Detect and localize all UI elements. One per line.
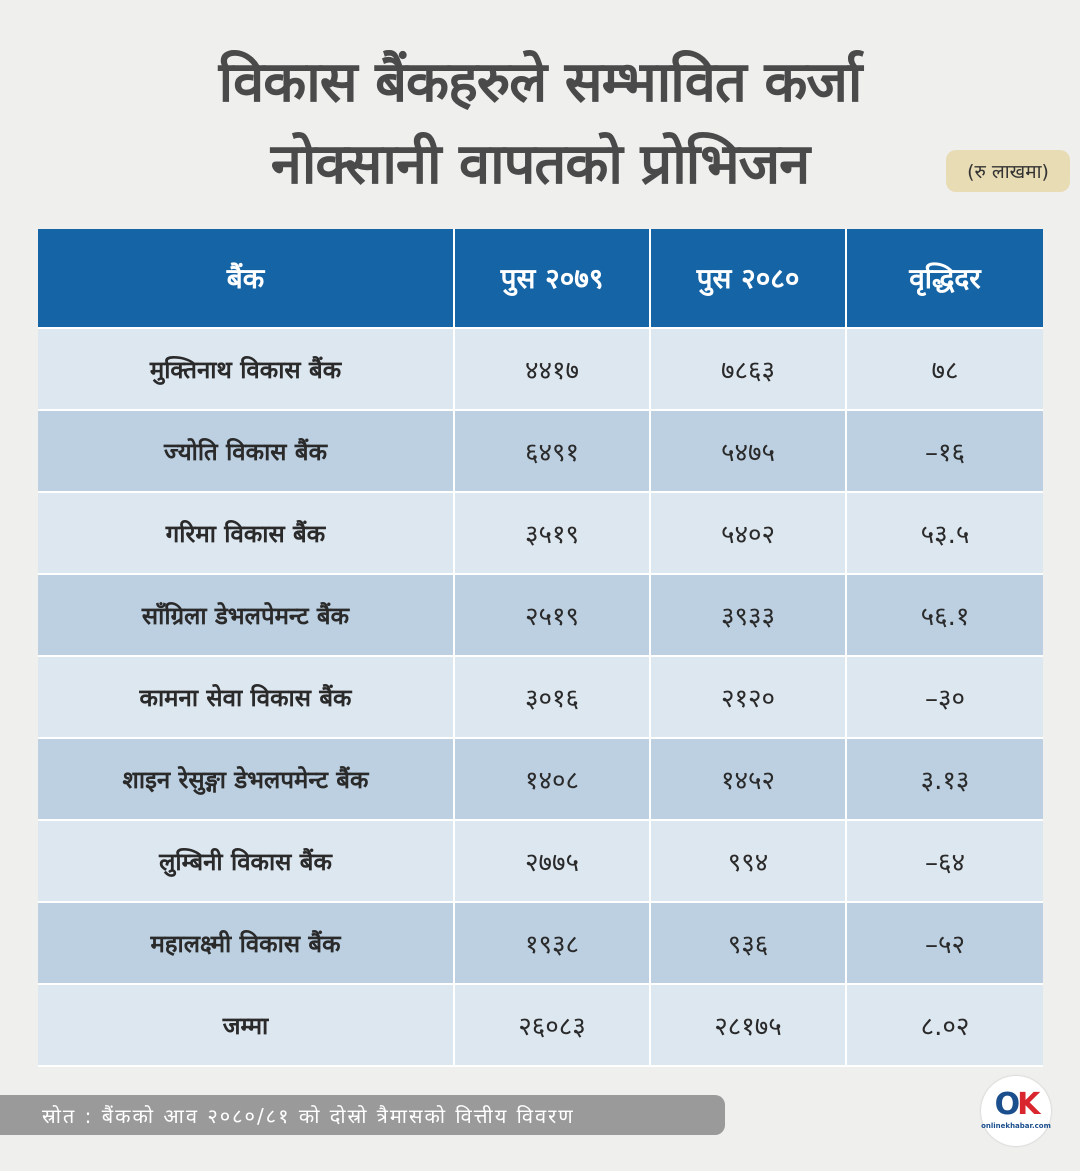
cell-push-2079: ३५१९ bbox=[455, 493, 651, 575]
cell-growth-rate: –१६ bbox=[847, 411, 1043, 493]
provision-table: बैंक पुस २०७९ पुस २०८० वृद्धिदर मुक्तिना… bbox=[38, 229, 1043, 1067]
header-bank: बैंक bbox=[38, 229, 455, 329]
cell-growth-rate: ७८ bbox=[847, 329, 1043, 411]
cell-growth-rate: –३० bbox=[847, 657, 1043, 739]
table-row: लुम्बिनी विकास बैंक २७७५ ९९४ –६४ bbox=[38, 821, 1043, 903]
cell-bank-name: गरिमा विकास बैंक bbox=[38, 493, 455, 575]
cell-push-2079: १९३८ bbox=[455, 903, 651, 985]
cell-push-2080: ३९३३ bbox=[651, 575, 847, 657]
cell-bank-name: साँग्रिला डेभलपेमन्ट बैंक bbox=[38, 575, 455, 657]
cell-push-2079: ४४१७ bbox=[455, 329, 651, 411]
unit-badge: (रु लाखमा) bbox=[946, 150, 1070, 192]
table-row: साँग्रिला डेभलपेमन्ट बैंक २५१९ ३९३३ ५६.१ bbox=[38, 575, 1043, 657]
cell-growth-rate: –६४ bbox=[847, 821, 1043, 903]
cell-push-2079: २६०८३ bbox=[455, 985, 651, 1067]
cell-bank-name: मुक्तिनाथ विकास बैंक bbox=[38, 329, 455, 411]
cell-bank-name: महालक्ष्मी विकास बैंक bbox=[38, 903, 455, 985]
cell-push-2080: ९३६ bbox=[651, 903, 847, 985]
cell-push-2080: ५४०२ bbox=[651, 493, 847, 575]
cell-push-2079: २५१९ bbox=[455, 575, 651, 657]
cell-push-2080: २८१७५ bbox=[651, 985, 847, 1067]
table-row: शाइन रेसुङ्गा डेभलपमेन्ट बैंक १४०८ १४५२ ३.१… bbox=[38, 739, 1043, 821]
cell-push-2080: २१२० bbox=[651, 657, 847, 739]
onlinekhabar-logo: OK onlinekhabar.com bbox=[981, 1076, 1051, 1146]
cell-bank-name: कामना सेवा विकास बैंक bbox=[38, 657, 455, 739]
cell-push-2079: ३०१६ bbox=[455, 657, 651, 739]
table-row: मुक्तिनाथ विकास बैंक ४४१७ ७८६३ ७८ bbox=[38, 329, 1043, 411]
cell-push-2080: ७८६३ bbox=[651, 329, 847, 411]
cell-push-2079: ६४९१ bbox=[455, 411, 651, 493]
table-row: कामना सेवा विकास बैंक ३०१६ २१२० –३० bbox=[38, 657, 1043, 739]
cell-push-2080: १४५२ bbox=[651, 739, 847, 821]
cell-growth-rate: ८.०२ bbox=[847, 985, 1043, 1067]
cell-bank-name: जम्मा bbox=[38, 985, 455, 1067]
table-row: महालक्ष्मी विकास बैंक १९३८ ९३६ –५२ bbox=[38, 903, 1043, 985]
page-title-line-2: नोक्सानी वापतको प्रोभिजन bbox=[270, 132, 810, 197]
logo-text: onlinekhabar.com bbox=[981, 1122, 1051, 1130]
cell-bank-name: ज्योति विकास बैंक bbox=[38, 411, 455, 493]
cell-push-2079: १४०८ bbox=[455, 739, 651, 821]
cell-growth-rate: ५६.१ bbox=[847, 575, 1043, 657]
source-note: स्रोत : बैंकको आव २०८०/८१ को दोस्रो त्रै… bbox=[0, 1095, 725, 1135]
cell-growth-rate: ५३.५ bbox=[847, 493, 1043, 575]
cell-push-2080: ५४७५ bbox=[651, 411, 847, 493]
cell-bank-name: शाइन रेसुङ्गा डेभलपमेन्ट बैंक bbox=[38, 739, 455, 821]
cell-push-2079: २७७५ bbox=[455, 821, 651, 903]
header-growth: वृद्धिदर bbox=[847, 229, 1043, 329]
table-row: जम्मा २६०८३ २८१७५ ८.०२ bbox=[38, 985, 1043, 1067]
table-row: गरिमा विकास बैंक ३५१९ ५४०२ ५३.५ bbox=[38, 493, 1043, 575]
cell-push-2080: ९९४ bbox=[651, 821, 847, 903]
logo-mark: OK bbox=[994, 1087, 1041, 1122]
table-header-row: बैंक पुस २०७९ पुस २०८० वृद्धिदर bbox=[38, 229, 1043, 329]
page-title-line-1: विकास बैंकहरुले सम्भावित कर्जा bbox=[218, 50, 863, 115]
table-row: ज्योति विकास बैंक ६४९१ ५४७५ –१६ bbox=[38, 411, 1043, 493]
table-body: मुक्तिनाथ विकास बैंक ४४१७ ७८६३ ७८ ज्योति विक… bbox=[38, 329, 1043, 1067]
cell-growth-rate: ३.१३ bbox=[847, 739, 1043, 821]
header-push-2079: पुस २०७९ bbox=[455, 229, 651, 329]
header-push-2080: पुस २०८० bbox=[651, 229, 847, 329]
cell-bank-name: लुम्बिनी विकास बैंक bbox=[38, 821, 455, 903]
cell-growth-rate: –५२ bbox=[847, 903, 1043, 985]
